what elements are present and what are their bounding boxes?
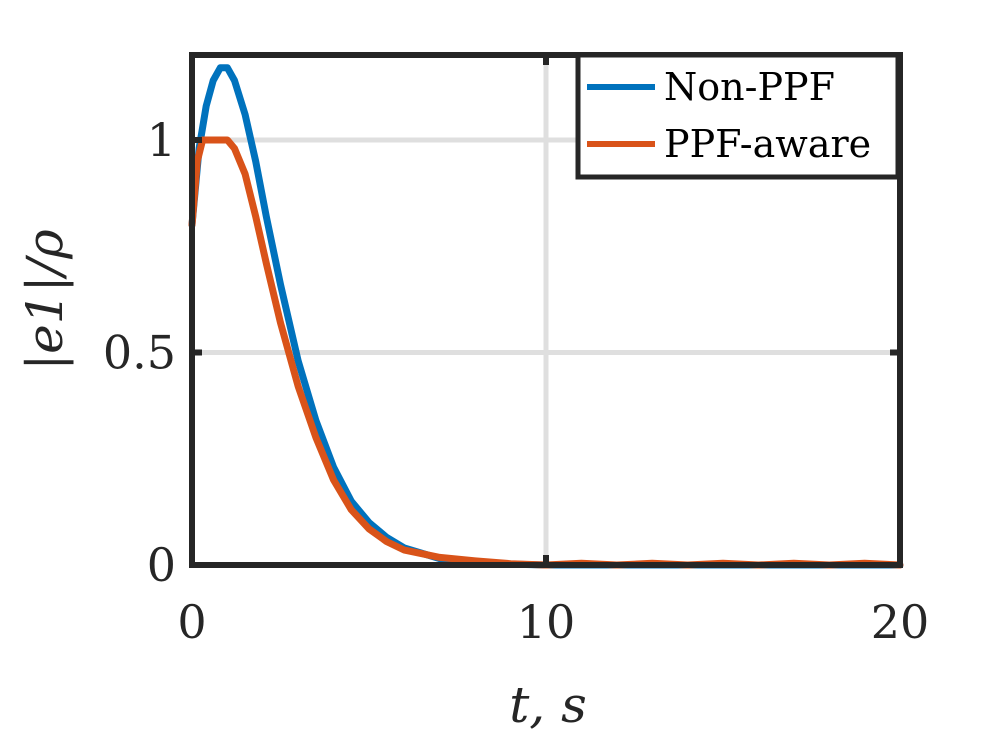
x-tick-label: 10 — [517, 595, 576, 649]
y-axis-title: |e1|/ρ — [16, 229, 74, 371]
y-tick-label: 0.5 — [103, 326, 176, 380]
x-tick-label: 20 — [871, 595, 930, 649]
legend-box — [575, 52, 901, 180]
x-axis-title: t, s — [509, 676, 587, 734]
y-tick-label: 1 — [147, 113, 176, 167]
legend-label-ppf-aware: PPF-aware — [664, 122, 871, 166]
x-tick-label: 0 — [177, 595, 206, 649]
legend-label-non-ppf: Non-PPF — [664, 65, 835, 109]
y-tick-label: 0 — [147, 538, 176, 592]
axis-ticks: 0 10 20 0 0.5 1 — [103, 55, 929, 649]
legend: Non-PPF PPF-aware — [575, 52, 901, 180]
